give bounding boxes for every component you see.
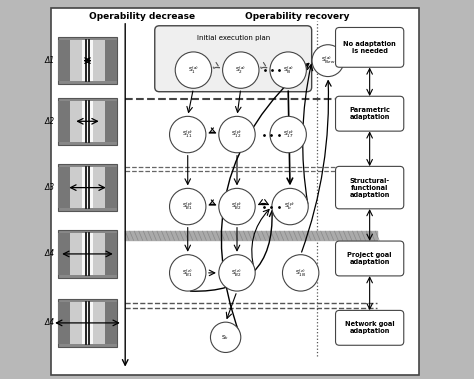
Text: Δ2: Δ2 <box>45 117 55 126</box>
Bar <box>93 302 105 343</box>
Circle shape <box>270 116 306 153</box>
Circle shape <box>219 188 255 225</box>
FancyBboxPatch shape <box>336 166 404 209</box>
Circle shape <box>170 255 206 291</box>
Circle shape <box>219 116 255 153</box>
Bar <box>93 40 105 81</box>
Text: Network goal
adaptation: Network goal adaptation <box>345 321 394 334</box>
Bar <box>82 302 93 343</box>
Bar <box>58 164 117 211</box>
Text: Project goal
adaptation: Project goal adaptation <box>347 252 392 265</box>
Text: S$_{1T}^{(p)}$: S$_{1T}^{(p)}$ <box>283 129 294 140</box>
Text: S$_{B2}^{(p)}$: S$_{B2}^{(p)}$ <box>231 201 243 212</box>
Text: S$_{1N}^{(e)}$: S$_{1N}^{(e)}$ <box>295 267 306 279</box>
Text: Δ3: Δ3 <box>45 183 55 192</box>
Bar <box>58 230 117 277</box>
Text: Parametric
adaptation: Parametric adaptation <box>349 107 390 120</box>
Bar <box>58 299 117 346</box>
Circle shape <box>219 255 255 291</box>
Text: S$_k$: S$_k$ <box>221 333 230 342</box>
Bar <box>105 40 117 81</box>
Circle shape <box>223 52 259 88</box>
Text: S$_2^{(a)}$: S$_2^{(a)}$ <box>235 64 246 76</box>
Bar <box>70 40 82 81</box>
Text: Initial execution plan: Initial execution plan <box>197 35 270 41</box>
Bar <box>58 302 70 343</box>
Bar <box>82 167 93 208</box>
Text: Operability decrease: Operability decrease <box>89 12 195 21</box>
Text: Structural-
functional
adaptation: Structural- functional adaptation <box>349 178 390 197</box>
Text: S$_{B1}^{(e)}$: S$_{B1}^{(e)}$ <box>182 267 193 279</box>
Bar <box>58 233 70 274</box>
FancyBboxPatch shape <box>51 8 419 375</box>
Bar <box>70 101 82 142</box>
Bar <box>93 233 105 274</box>
Bar <box>58 167 70 208</box>
Circle shape <box>170 116 206 153</box>
Bar <box>93 101 105 142</box>
Bar <box>58 37 117 85</box>
Circle shape <box>170 188 206 225</box>
FancyBboxPatch shape <box>336 310 404 345</box>
Text: S$_N^{(a)}$: S$_N^{(a)}$ <box>283 64 294 76</box>
Circle shape <box>270 52 306 88</box>
Bar <box>70 167 82 208</box>
Bar <box>93 167 105 208</box>
Circle shape <box>175 52 211 88</box>
Bar <box>70 233 82 274</box>
FancyBboxPatch shape <box>336 28 404 67</box>
Bar <box>82 40 93 81</box>
Text: S$_{New}^{(a)}$: S$_{New}^{(a)}$ <box>320 55 335 66</box>
Circle shape <box>283 255 319 291</box>
Text: No adaptation
is needed: No adaptation is needed <box>343 41 396 54</box>
FancyBboxPatch shape <box>336 96 404 131</box>
Text: Operability recovery: Operability recovery <box>246 12 350 21</box>
Bar <box>105 167 117 208</box>
Text: S$_b^{(p)}$: S$_b^{(p)}$ <box>284 201 296 212</box>
Text: S$_{11}^{(p)}$: S$_{11}^{(p)}$ <box>182 129 193 140</box>
Text: Δ4: Δ4 <box>45 249 55 258</box>
Bar <box>70 302 82 343</box>
Circle shape <box>210 322 241 352</box>
Text: S$_{B1}^{(p)}$: S$_{B1}^{(p)}$ <box>182 201 193 212</box>
FancyBboxPatch shape <box>155 26 312 92</box>
Text: S$_{12}^{(p)}$: S$_{12}^{(p)}$ <box>231 129 243 140</box>
Text: S$_1^{(a)}$: S$_1^{(a)}$ <box>188 64 199 76</box>
Bar <box>58 97 117 145</box>
Bar <box>105 101 117 142</box>
Text: Δ4: Δ4 <box>45 318 55 327</box>
Bar <box>82 233 93 274</box>
Bar <box>105 233 117 274</box>
Text: S$_{B2}^{(e)}$: S$_{B2}^{(e)}$ <box>231 267 243 279</box>
FancyBboxPatch shape <box>336 241 404 276</box>
Bar <box>58 40 70 81</box>
Text: Δ1: Δ1 <box>45 56 55 65</box>
Bar <box>105 302 117 343</box>
Bar <box>58 101 70 142</box>
Bar <box>82 101 93 142</box>
Circle shape <box>312 45 344 77</box>
Circle shape <box>272 188 308 225</box>
